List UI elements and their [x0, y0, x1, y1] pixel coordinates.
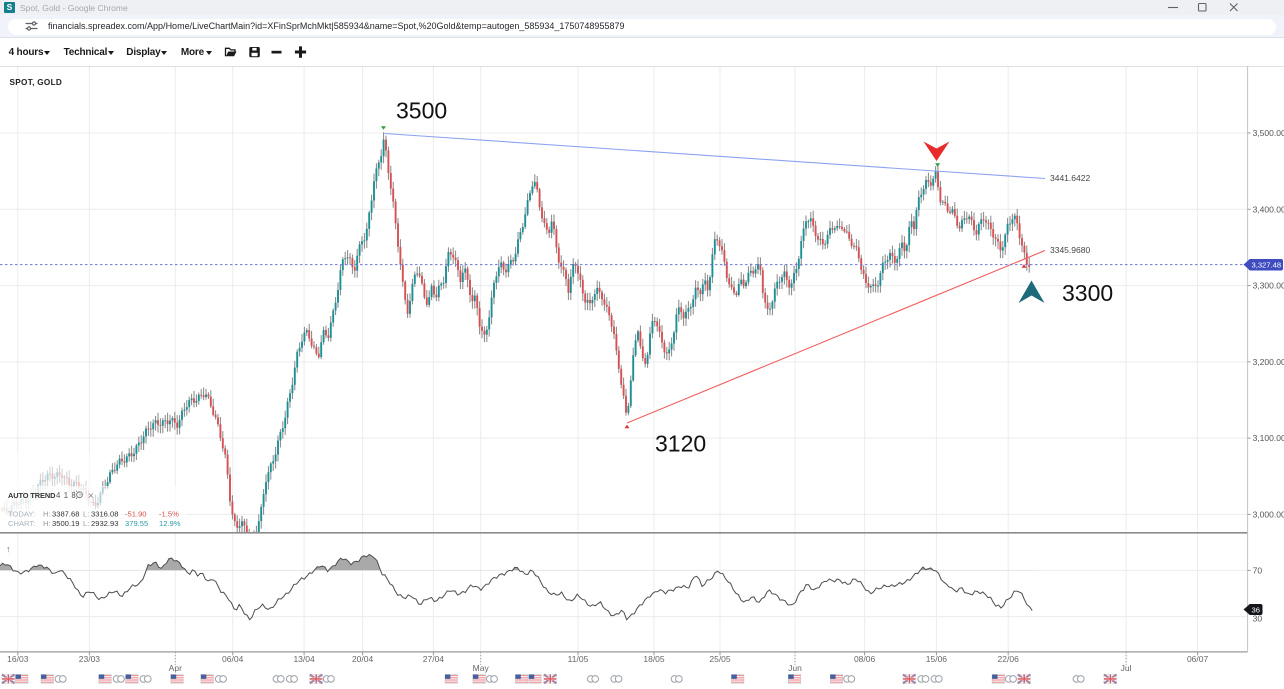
- svg-text:3500: 3500: [396, 98, 447, 124]
- svg-text:-51.90: -51.90: [125, 510, 147, 519]
- svg-text:3120: 3120: [655, 431, 706, 457]
- svg-text:CHART:: CHART:: [8, 519, 35, 528]
- svg-text:3345.9680: 3345.9680: [1050, 245, 1090, 255]
- svg-text:30: 30: [1253, 614, 1263, 624]
- svg-text:L:: L:: [83, 519, 89, 528]
- svg-text:3316.08: 3316.08: [91, 510, 118, 519]
- svg-text:27/04: 27/04: [423, 654, 445, 664]
- svg-text:2932.93: 2932.93: [91, 519, 118, 528]
- svg-text:22/06: 22/06: [998, 654, 1020, 664]
- svg-text:3,500.00: 3,500.00: [1253, 128, 1284, 138]
- svg-text:SPOT, GOLD: SPOT, GOLD: [10, 78, 63, 87]
- svg-text:AUTO TREND: AUTO TREND: [8, 491, 56, 500]
- svg-text:06/04: 06/04: [222, 654, 244, 664]
- svg-text:15/06: 15/06: [926, 654, 948, 664]
- svg-text:✕: ✕: [88, 492, 95, 501]
- svg-text:H:: H:: [43, 519, 51, 528]
- svg-text:08/06: 08/06: [854, 654, 876, 664]
- svg-text:23/03: 23/03: [79, 654, 101, 664]
- svg-text:18/05: 18/05: [643, 654, 665, 664]
- svg-text:3,300.00: 3,300.00: [1253, 281, 1284, 291]
- svg-text:3,000.00: 3,000.00: [1253, 509, 1284, 519]
- svg-text:Jun: Jun: [788, 663, 802, 673]
- svg-text:70: 70: [1253, 565, 1263, 575]
- svg-text:H:: H:: [43, 510, 51, 519]
- svg-text:3441.6422: 3441.6422: [1050, 173, 1090, 183]
- svg-text:↑: ↑: [6, 544, 11, 554]
- svg-text:Apr: Apr: [169, 663, 182, 673]
- svg-text:-1.5%: -1.5%: [159, 510, 179, 519]
- svg-text:36: 36: [1252, 605, 1260, 614]
- svg-text:11/05: 11/05: [568, 654, 589, 664]
- svg-text:3,200.00: 3,200.00: [1253, 357, 1284, 367]
- svg-text:L:: L:: [83, 510, 89, 519]
- svg-text:3,400.00: 3,400.00: [1253, 204, 1284, 214]
- svg-text:3300: 3300: [1062, 280, 1113, 306]
- svg-text:Jul: Jul: [1121, 663, 1132, 673]
- svg-text:13/04: 13/04: [293, 654, 315, 664]
- svg-text:3,100.00: 3,100.00: [1253, 433, 1284, 443]
- svg-text:12.9%: 12.9%: [159, 519, 181, 528]
- svg-text:May: May: [473, 663, 490, 673]
- svg-text:4 1 8: 4 1 8: [56, 491, 76, 500]
- svg-text:379.55: 379.55: [125, 519, 148, 528]
- svg-text:20/04: 20/04: [352, 654, 374, 664]
- svg-text:25/05: 25/05: [709, 654, 731, 664]
- svg-text:3500.19: 3500.19: [52, 519, 79, 528]
- svg-text:3,327.48: 3,327.48: [1252, 261, 1282, 270]
- svg-text:3387.68: 3387.68: [52, 510, 79, 519]
- svg-text:06/07: 06/07: [1187, 654, 1209, 664]
- svg-text:TODAY:: TODAY:: [8, 510, 35, 519]
- svg-text:16/03: 16/03: [7, 654, 29, 664]
